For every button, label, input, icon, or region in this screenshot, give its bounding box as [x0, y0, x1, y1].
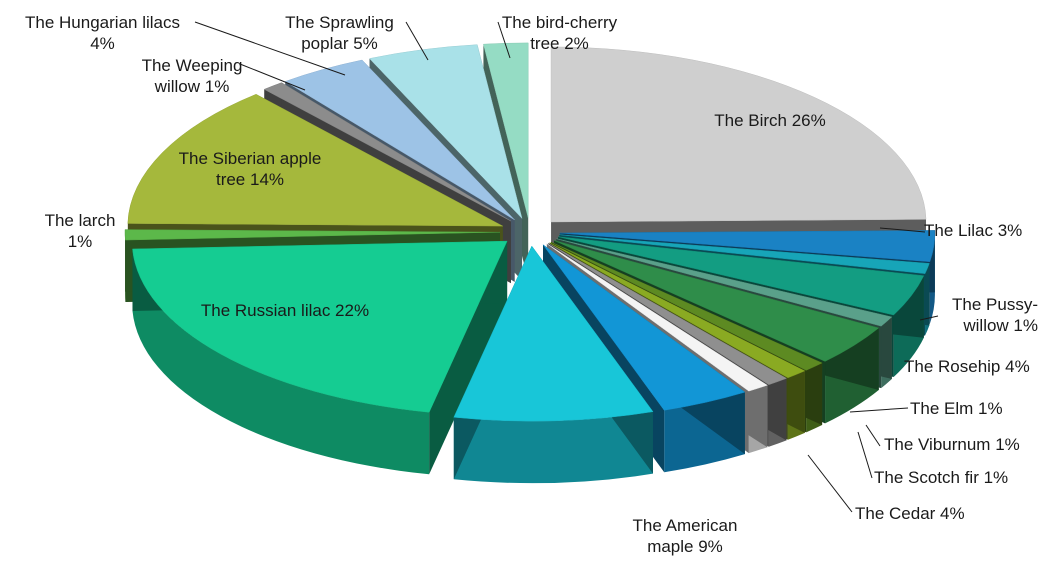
label-rosehip: The Rosehip 4% [904, 357, 1030, 376]
slice-the-pussy-willow [556, 238, 893, 327]
slice-the-russian-lilac [132, 240, 508, 413]
leader-line-1 [239, 63, 306, 91]
slice-the-larch [124, 229, 501, 241]
slice-the-scotch-fir [548, 242, 788, 386]
label-american-maple: The American maple 9% [632, 516, 738, 556]
label-weeping-willow: The Weeping willow 1% [141, 56, 243, 96]
label-scotch-fir: The Scotch fir 1% [874, 468, 1009, 487]
slice-unlabeled-3 [558, 236, 925, 316]
slice-the-rosehip [553, 240, 880, 362]
label-birch: The Birch 26% [714, 111, 826, 130]
slice-the-lilac [559, 230, 936, 262]
slice-the-siberian-apple-tree [127, 94, 503, 227]
slice-the-elm [550, 241, 823, 371]
slice-rim-11 [453, 411, 653, 484]
label-sprawling-poplar: The Sprawling poplar 5% [285, 13, 394, 53]
leader-line-2 [405, 21, 429, 61]
leader-line-7 [865, 424, 881, 447]
slice-the-birch [550, 46, 927, 223]
slice-unlabeled-2 [559, 234, 930, 274]
slice-the-bird-cherry-tree [483, 42, 529, 218]
label-bird-cherry-tree: The bird-cherry tree 2% [501, 13, 618, 53]
leader-line-8 [857, 431, 873, 479]
slice-the-weeping-willow [263, 82, 512, 222]
slice-the-hungarian-lilacs [284, 59, 515, 221]
slice-the-american-maple [453, 245, 654, 422]
leader-lines [194, 21, 939, 513]
label-hungarian-lilacs: The Hungarian lilacs 4% [25, 13, 180, 53]
slice-rim-12 [132, 248, 430, 475]
label-russian-lilac: The Russian lilac 22% [200, 301, 370, 320]
label-siberian-apple-tree: The Siberian apple tree 14% [178, 149, 322, 189]
leader-line-0 [194, 21, 346, 76]
slice-the-cedar [542, 244, 746, 411]
slice-the-viburnum [549, 242, 806, 379]
leader-line-3 [497, 21, 511, 59]
label-lilac: The Lilac 3% [924, 221, 1023, 240]
label-elm: The Elm 1% [910, 399, 1003, 418]
leader-line-9 [807, 454, 853, 513]
label-viburnum: The Viburnum 1% [884, 435, 1020, 454]
slice-tops [124, 42, 936, 422]
leader-line-4 [879, 227, 926, 233]
leader-line-6 [849, 407, 909, 413]
leader-line-5 [919, 315, 939, 321]
label-larch: The larch 1% [44, 211, 116, 251]
slice-unlabeled-9 [546, 243, 768, 392]
label-pussy-willow: The Pussy- willow 1% [952, 295, 1038, 335]
label-cedar: The Cedar 4% [855, 504, 965, 523]
